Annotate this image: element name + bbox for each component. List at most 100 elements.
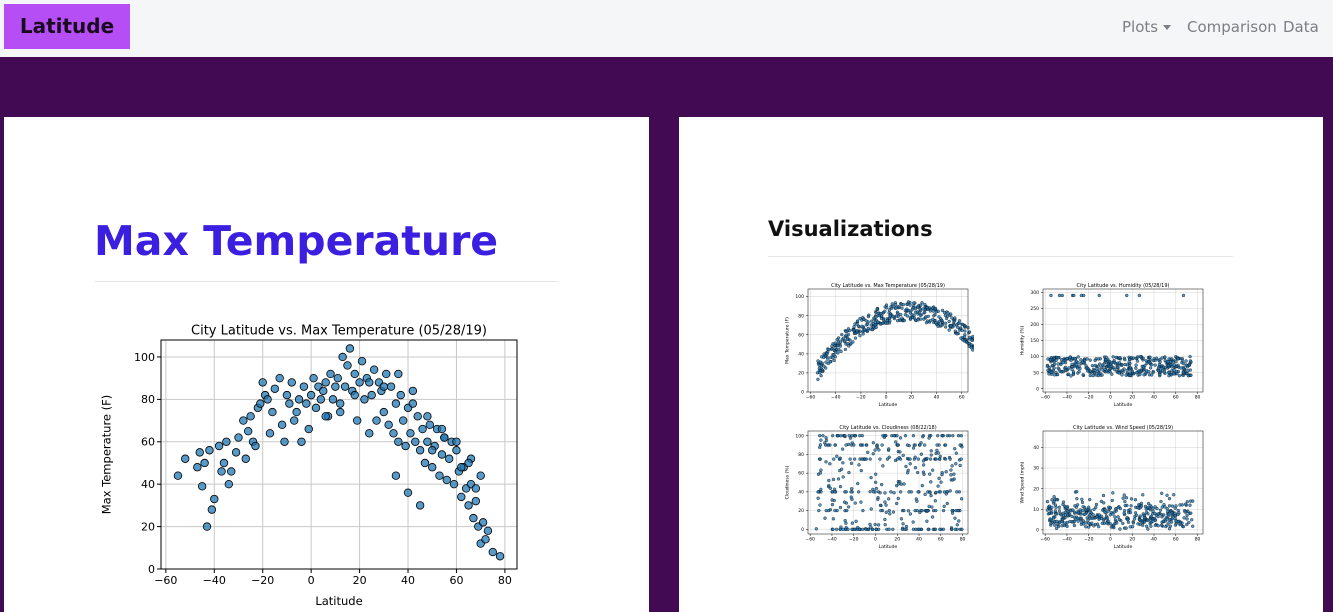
data-point (891, 510, 896, 514)
data-point (930, 515, 935, 519)
data-points (815, 300, 974, 381)
data-point (911, 315, 915, 320)
data-point (202, 522, 212, 531)
thumb-max-temperature-chart[interactable]: −60 −40 −20 0 20 40 60 0 20 40 60 80 100 City Latitud… (784, 280, 974, 408)
data-point (1141, 523, 1145, 527)
data-point (1097, 525, 1101, 529)
x-tick-label: −40 (1062, 537, 1072, 543)
nav-plots-dropdown[interactable]: Plots (1122, 18, 1172, 36)
data-point (1187, 363, 1192, 367)
data-point (306, 390, 316, 400)
data-point (878, 322, 883, 326)
max-temperature-chart: −60 −40 −20 0 20 40 60 80 0 20 40 60 80 100 City Latit… (100, 324, 518, 607)
data-point (1166, 370, 1171, 375)
data-point (862, 457, 867, 461)
y-tick-label: 0 (801, 527, 804, 533)
data-point (1073, 357, 1077, 361)
data-point (1180, 358, 1185, 362)
x-tick-label: 60 (449, 574, 463, 587)
data-point (1189, 373, 1193, 377)
data-point (864, 443, 869, 447)
data-point (852, 325, 856, 329)
data-point (398, 416, 408, 425)
nav-comparison-link[interactable]: Comparison (1187, 18, 1277, 36)
data-point (1083, 512, 1087, 516)
data-point (928, 472, 932, 476)
data-point (912, 301, 916, 305)
data-point (834, 350, 838, 354)
data-point (833, 443, 837, 447)
x-tick-label: −20 (856, 395, 866, 401)
data-point (938, 490, 942, 494)
data-point (874, 480, 878, 484)
y-tick-label: 100 (795, 294, 804, 300)
data-point (950, 464, 954, 468)
data-point (844, 443, 848, 447)
data-point (1124, 496, 1129, 500)
data-point (1086, 518, 1090, 522)
data-point (938, 527, 942, 531)
data-point (1070, 520, 1074, 524)
data-point (1046, 368, 1050, 372)
data-point (844, 329, 848, 334)
data-point (913, 443, 917, 447)
data-point (423, 437, 432, 446)
data-point (937, 319, 941, 324)
data-point (1071, 508, 1075, 512)
data-point (340, 382, 350, 391)
data-point (1153, 518, 1157, 522)
data-point (853, 457, 857, 461)
data-point (173, 471, 183, 480)
data-point (960, 527, 964, 531)
data-point (869, 323, 873, 327)
thumb-wind-speed-chart[interactable]: −60 −40 −20 0 20 40 60 80 0 10 20 30 40 City Latitude… (1019, 422, 1209, 550)
data-point (1185, 522, 1189, 527)
data-point (1135, 359, 1140, 363)
y-tick-label: 40 (1033, 445, 1039, 451)
x-tick-label: −20 (849, 537, 859, 543)
data-point (1108, 370, 1112, 374)
y-tick-label: 40 (798, 489, 804, 495)
data-point (1072, 523, 1077, 528)
x-tick-label: −40 (827, 537, 837, 543)
nav-data-link[interactable]: Data (1283, 18, 1319, 36)
data-point (1149, 518, 1153, 523)
data-point (1095, 514, 1099, 519)
data-point (369, 365, 379, 374)
data-point (860, 324, 864, 328)
data-point (415, 446, 425, 455)
data-point (386, 382, 396, 391)
data-point (944, 457, 948, 461)
data-point (1127, 360, 1131, 364)
data-point (1142, 515, 1146, 520)
data-point (844, 333, 848, 337)
data-point (287, 378, 296, 387)
data-point (1061, 370, 1066, 374)
data-point (1117, 517, 1121, 522)
brand-button[interactable]: Latitude (4, 4, 130, 49)
data-point (1054, 505, 1058, 509)
data-point (1162, 503, 1166, 507)
data-point (865, 322, 870, 326)
data-point (1131, 356, 1136, 360)
data-point (222, 437, 231, 446)
data-point (967, 341, 971, 345)
data-point (881, 464, 885, 468)
data-point (214, 441, 224, 451)
data-point (1112, 523, 1116, 527)
data-point (418, 424, 427, 434)
data-point (205, 446, 214, 455)
data-point (871, 452, 875, 456)
y-tick-label: 250 (1030, 306, 1039, 312)
title-divider (94, 281, 559, 282)
data-point (1103, 508, 1107, 512)
data-point (1061, 360, 1065, 365)
data-point (1160, 356, 1164, 360)
data-point (868, 522, 872, 526)
data-point (379, 382, 389, 391)
thumb-humidity-chart[interactable]: −60 −40 −20 0 20 40 60 80 0 50 100 150 200 250 300 City… (1019, 280, 1209, 408)
data-point (838, 456, 842, 460)
thumb-cloudiness-chart[interactable]: −60 −40 −20 0 20 40 60 80 0 20 40 60 80 100 City Latit… (784, 422, 974, 550)
data-point (911, 446, 916, 450)
data-point (955, 523, 959, 527)
